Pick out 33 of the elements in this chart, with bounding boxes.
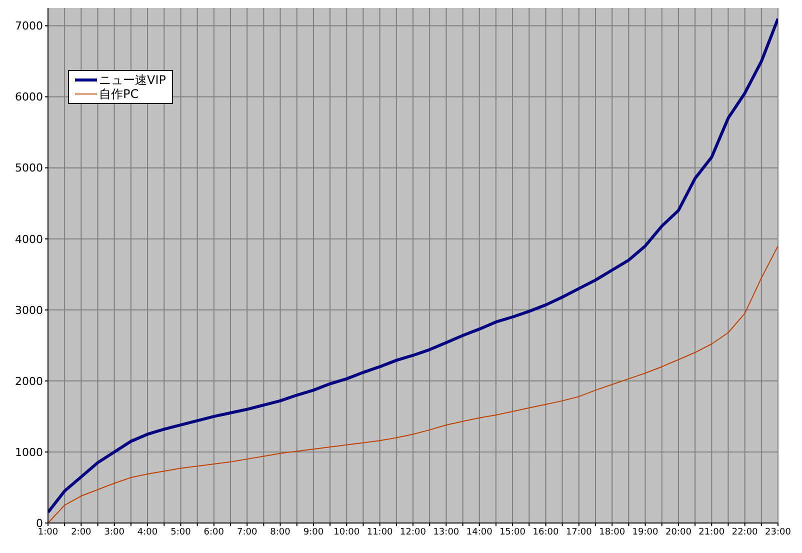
x-tick-label: 4:00 — [137, 527, 158, 538]
y-tick-label: 7000 — [15, 20, 43, 33]
x-tick-label: 1:00 — [38, 527, 58, 538]
x-tick-label: 21:00 — [698, 527, 725, 538]
x-tick-label: 17:00 — [566, 527, 592, 538]
x-tick-label: 15:00 — [500, 527, 526, 538]
legend-label: 自作PC — [99, 87, 139, 101]
x-tick-label: 18:00 — [599, 527, 626, 538]
x-tick-label: 19:00 — [632, 527, 659, 538]
x-tick-label: 3:00 — [104, 527, 125, 538]
x-tick-label: 5:00 — [170, 527, 192, 538]
x-tick-label: 12:00 — [400, 527, 426, 538]
y-tick-label: 6000 — [15, 90, 43, 104]
y-tick-label: 5000 — [15, 162, 43, 175]
legend-label: ニュー速VIP — [99, 73, 166, 87]
y-tick-label: 3000 — [15, 304, 43, 317]
x-tick-label: 20:00 — [665, 527, 692, 538]
x-tick-label: 10:00 — [334, 527, 360, 538]
x-tick-label: 14:00 — [466, 527, 493, 538]
y-tick-label: 1000 — [15, 446, 43, 459]
line-series — [48, 17, 778, 514]
x-tick-label: 7:00 — [236, 527, 258, 538]
y-tick-label: 4000 — [15, 232, 43, 246]
x-tick-label: 8:00 — [270, 527, 291, 538]
x-tick-label: 2:00 — [71, 527, 92, 538]
x-tick-label: 6:00 — [204, 527, 224, 538]
x-tick-label: 13:00 — [433, 527, 460, 538]
x-tick-label: 11:00 — [366, 527, 394, 538]
x-tick-label: 23:00 — [765, 527, 792, 538]
y-tick-label: 2000 — [15, 374, 43, 388]
x-tick-label: 22:00 — [732, 527, 758, 538]
x-tick-label: 9:00 — [303, 527, 324, 538]
x-tick-label: 16:00 — [532, 527, 559, 538]
